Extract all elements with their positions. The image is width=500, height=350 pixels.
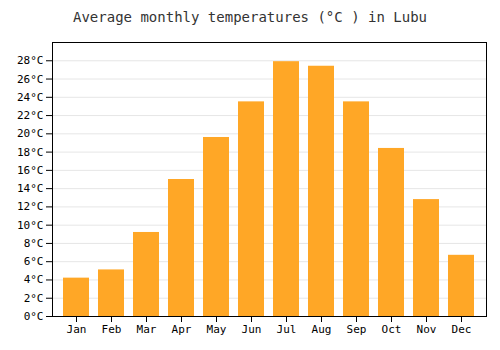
svg-text:Jul: Jul <box>277 323 297 336</box>
svg-text:Apr: Apr <box>172 323 192 336</box>
svg-text:14°C: 14°C <box>17 182 44 195</box>
svg-text:22°C: 22°C <box>17 109 44 122</box>
svg-text:24°C: 24°C <box>17 91 44 104</box>
svg-text:Dec: Dec <box>452 323 472 336</box>
svg-text:Jan: Jan <box>67 323 87 336</box>
svg-text:0°C: 0°C <box>24 310 44 323</box>
svg-text:Aug: Aug <box>312 323 332 336</box>
svg-text:Nov: Nov <box>417 323 437 336</box>
svg-text:18°C: 18°C <box>17 146 44 159</box>
svg-text:26°C: 26°C <box>17 73 44 86</box>
svg-text:Mar: Mar <box>137 323 157 336</box>
svg-text:4°C: 4°C <box>24 273 44 286</box>
svg-text:12°C: 12°C <box>17 200 44 213</box>
svg-text:8°C: 8°C <box>24 237 44 250</box>
svg-text:Jun: Jun <box>242 323 262 336</box>
svg-text:16°C: 16°C <box>17 164 44 177</box>
svg-text:6°C: 6°C <box>24 255 44 268</box>
svg-text:28°C: 28°C <box>17 54 44 67</box>
svg-text:20°C: 20°C <box>17 127 44 140</box>
svg-text:Sep: Sep <box>347 323 367 336</box>
svg-text:10°C: 10°C <box>17 219 44 232</box>
svg-text:Oct: Oct <box>382 323 402 336</box>
html-text:Average monthly temperatures (: Average monthly temperatures (°C ) in Lu… <box>73 9 427 25</box>
svg-text:May: May <box>207 323 227 336</box>
svg-text:Feb: Feb <box>102 323 122 336</box>
svg-text:2°C: 2°C <box>24 292 44 305</box>
